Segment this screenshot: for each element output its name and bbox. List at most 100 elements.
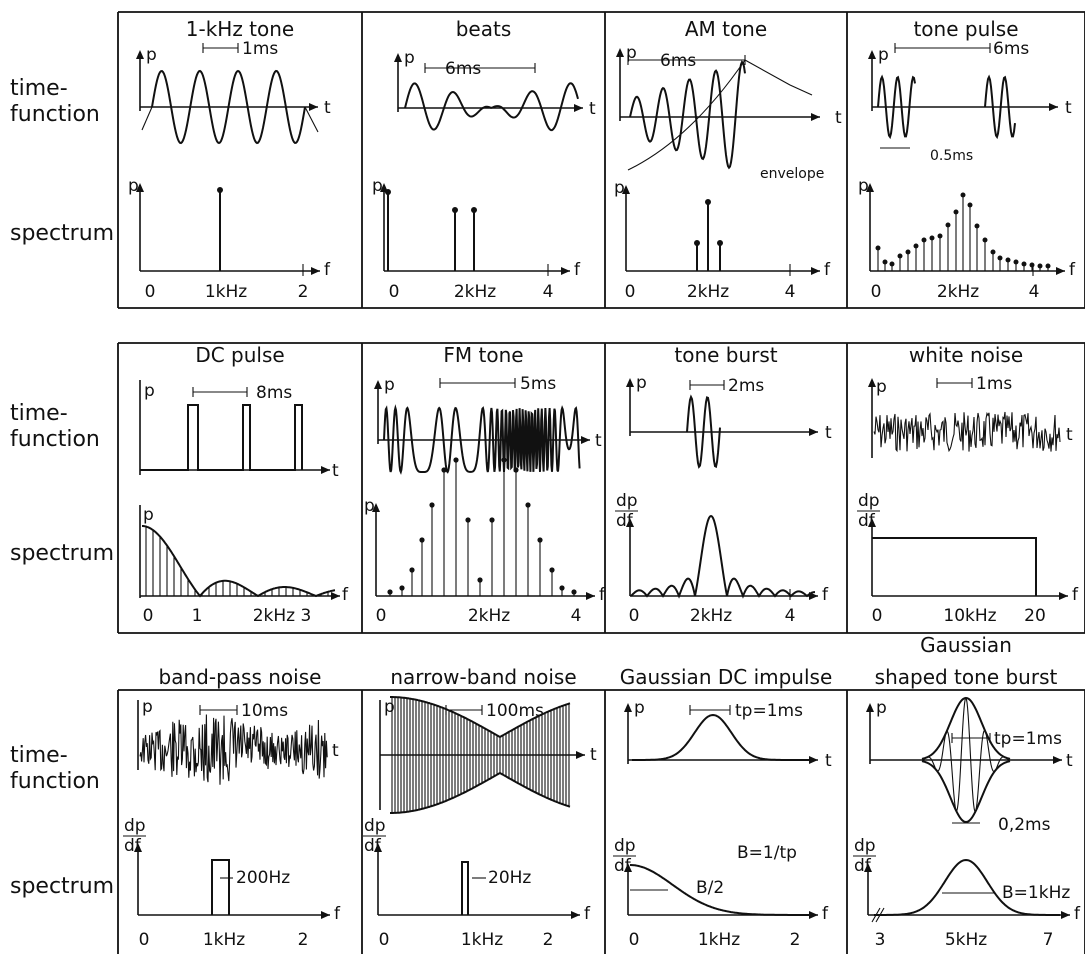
arrow-head [576,751,585,759]
df-symbol: df [364,836,382,856]
tick-label: 0 [379,930,390,950]
tick-label: 3 [875,930,886,950]
scale-label: 8ms [256,383,292,403]
axis-break [871,907,885,923]
sinc-envelope [142,525,336,598]
panel-title: FM tone [443,343,523,367]
arrow-head [624,863,632,872]
envelope-label: envelope [760,166,824,182]
f-symbol: f [334,904,341,924]
arrow-head [809,911,818,919]
arrow-head [374,380,382,389]
spectral-dot [453,457,459,463]
dotted-end [304,106,319,133]
row-label-time-function: time- [10,76,68,101]
tick-label: 2kHz [454,282,496,302]
f-symbol: f [324,260,331,280]
tick-label: 2 [298,282,309,302]
spectral-dot [399,585,405,591]
half-bandwidth-label: B/2 [696,878,724,898]
spectral-dot [559,585,565,591]
p-symbol: p [634,698,645,718]
p-symbol: p [128,176,139,196]
arrow-head [1056,267,1065,275]
tick-label: 2kHz [687,282,729,302]
arrow-head [311,267,320,275]
spectral-dot [1029,262,1035,268]
arrow-head [571,911,580,919]
scale-label: 0,2ms [998,815,1051,835]
gaussian-burst-wave [921,696,1010,813]
scale-label: 0.5ms [930,148,973,164]
arrow-head [561,267,570,275]
tick-label: 4 [785,606,796,626]
t-symbol: t [595,431,602,451]
tick-label: 4 [1029,282,1040,302]
tick-label: 4 [543,282,554,302]
t-symbol: t [332,461,339,481]
arrow-head [1059,592,1068,600]
spectral-dot [875,245,881,251]
arrow-head [394,53,402,62]
arrow-head [622,185,630,194]
p-symbol: p [142,697,153,717]
spectral-dot [905,249,911,255]
arrow-head [811,267,820,275]
beat-wave [404,82,579,132]
tick-label: 0 [629,930,640,950]
gaussian-spectrum [630,864,810,916]
f-symbol: f [599,585,606,605]
bandwidth-label: 20Hz [488,868,531,888]
p-symbol: p [372,176,383,196]
tick-label: 0 [389,282,400,302]
scale-label: 2ms [728,376,764,396]
arrow-head [868,518,876,527]
noise-signal [873,411,1061,453]
arrow-head [374,843,382,852]
spectral-dot [705,199,711,205]
gaussian-burst-envelope [921,760,1011,824]
spectral-dot [929,235,935,241]
f-symbol: f [342,585,349,605]
spectral-dot [1045,263,1051,269]
tick-label: 0 [625,282,636,302]
spectral-dot [694,240,700,246]
panel-title: narrow-band noise [390,665,576,689]
arrow-head [134,843,142,852]
flat-spectrum [872,537,1037,596]
scale-label: 1ms [242,39,278,59]
t-symbol: t [324,98,331,118]
panel-title: beats [456,17,512,41]
spectral-dot [429,502,435,508]
arrow-head [626,518,634,527]
panel-title: DC pulse [195,343,284,367]
spectral-dot [982,237,988,243]
panel-title: tone burst [674,343,777,367]
burst-spectrum [630,514,815,599]
df-symbol: df [858,511,876,531]
bandwidth-formula: B=1/tp [737,843,797,863]
dotted-start [141,106,153,131]
tick-label: 7 [1043,930,1054,950]
panel-title: tone pulse [913,17,1018,41]
spectral-dot [513,467,519,473]
p-symbol: p [626,43,637,63]
dp-symbol: dp [616,491,638,511]
spectral-dot [889,261,895,267]
gaussian-burst-spectrum [874,858,1060,916]
dp-symbol: dp [614,836,636,856]
tick-label: 0 [376,606,387,626]
spectral-dot [471,207,477,213]
arrow-head [864,863,872,872]
df-symbol: df [124,836,142,856]
spectral-dot [441,467,447,473]
arrow-head [868,50,876,59]
scale-label: 5ms [520,374,556,394]
tick-label: 10kHz [943,606,996,626]
arrow-head [811,113,820,121]
df-symbol: df [614,856,632,876]
scale-label: 100ms [486,701,544,721]
p-symbol: p [878,45,889,65]
tick-label: 2kHz [468,606,510,626]
dc-pulse-train [140,404,303,471]
